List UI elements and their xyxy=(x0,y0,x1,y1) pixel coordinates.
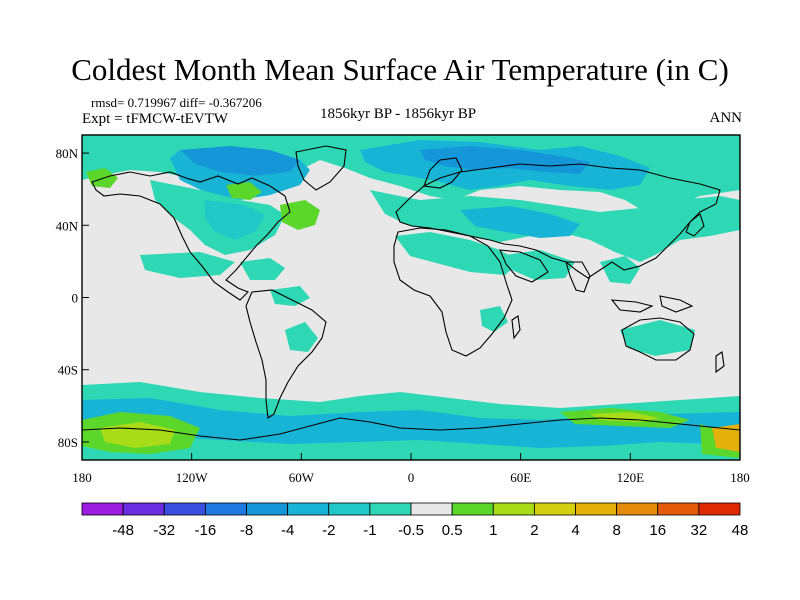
anomaly-patch-alaska xyxy=(86,168,118,188)
colorbar-box xyxy=(451,502,494,516)
colorbar-label: -8 xyxy=(240,522,253,539)
colorbar-box xyxy=(287,502,330,516)
anomaly-patch-sahara xyxy=(395,232,520,275)
coastline-australia xyxy=(621,317,695,361)
anomaly-patch-pacific-mid xyxy=(270,286,310,306)
colorbar-label: 1 xyxy=(489,522,497,539)
colorbar-box xyxy=(410,502,453,516)
colorbar-label: -16 xyxy=(195,522,217,539)
anomaly-patch-atlantic-tropics xyxy=(140,252,235,278)
colorbar-label: 8 xyxy=(612,522,620,539)
anomaly-patch-siberia xyxy=(420,146,590,174)
season-label: ANN xyxy=(709,110,743,126)
lat-tick-label: 40N xyxy=(56,218,79,233)
page-title: Coldest Month Mean Surface Air Temperatu… xyxy=(71,52,729,87)
anomaly-patch-africa-east xyxy=(480,306,508,332)
stats-text: rmsd= 0.719967 diff= -0.367206 xyxy=(91,95,262,110)
colorbar-label: -0.5 xyxy=(398,522,424,539)
coastline-greenland xyxy=(295,145,347,191)
latitude-axis: 80N 40N 0 40S 80S xyxy=(56,146,89,450)
colorbar-box xyxy=(81,502,124,516)
colorbar-box xyxy=(698,502,741,516)
coastline-antarctica xyxy=(82,417,740,441)
coastlines xyxy=(82,145,740,441)
anomaly-patch-southern-ocean-inner xyxy=(82,398,740,448)
lat-tick-label: 80N xyxy=(56,146,79,161)
lon-tick-label: 180 xyxy=(730,470,750,485)
colorbar-label: -2 xyxy=(322,522,335,539)
colorbar-box xyxy=(492,502,535,516)
colorbar-label: 4 xyxy=(571,522,579,539)
colorbar-box xyxy=(616,502,659,516)
anomaly-patch-east-antarctica-core xyxy=(590,412,660,422)
coastline-japan xyxy=(685,213,705,237)
longitude-axis: 180 120W 60W 0 60E 120E 180 xyxy=(72,453,750,485)
anomaly-patch-north-atlantic xyxy=(280,200,320,230)
coastline-eurasia xyxy=(395,163,721,279)
coastline-scandinavia xyxy=(423,157,463,189)
colorbar-label: 16 xyxy=(649,522,666,539)
coastline-north-america xyxy=(91,171,291,301)
lat-tick-label: 80S xyxy=(58,435,78,450)
colorbar-box xyxy=(246,502,289,516)
coastline-indonesia xyxy=(610,295,694,313)
colorbar-label: 48 xyxy=(732,522,749,539)
anomaly-patch-dateline-south xyxy=(712,424,740,452)
anomaly-patch-canada xyxy=(180,146,300,176)
colorbar-label: 0.5 xyxy=(442,522,463,539)
colorbar-box xyxy=(122,502,165,516)
colorbar-label: 2 xyxy=(530,522,538,539)
anomaly-patch-gulf xyxy=(240,258,285,280)
colorbar-box xyxy=(657,502,700,516)
anomaly-patch-australia xyxy=(620,320,695,356)
coastline-south-america xyxy=(245,289,327,419)
lon-tick-label: 180 xyxy=(72,470,92,485)
anomaly-patch-central-asia xyxy=(460,206,580,238)
coastline-arabia xyxy=(499,249,549,283)
period-label: 1856kyr BP - 1856kyr BP xyxy=(320,106,477,122)
lon-tick-label: 120E xyxy=(617,470,645,485)
lon-tick-label: 0 xyxy=(408,470,415,485)
anomaly-field xyxy=(82,135,740,460)
colorbar-box xyxy=(204,502,247,516)
experiment-label: Expt = tFMCW-tEVTW xyxy=(82,111,228,127)
anomaly-patch-south-america xyxy=(285,322,318,352)
anomaly-patch-canada-outer xyxy=(170,150,310,200)
lon-tick-label: 120W xyxy=(176,470,209,485)
colorbar-label: -48 xyxy=(112,522,134,539)
coastline-india xyxy=(565,261,591,293)
colorbar-box xyxy=(163,502,206,516)
colorbar-box xyxy=(533,502,576,516)
coastline-madagascar xyxy=(511,315,521,340)
colorbar-box xyxy=(575,502,618,516)
colorbar-label: -4 xyxy=(281,522,294,539)
colorbar-label: -1 xyxy=(363,522,376,539)
anomaly-patch-arabia xyxy=(505,250,575,280)
coastline-new-zealand xyxy=(715,351,725,374)
anomaly-patch-north-america-inner xyxy=(205,200,265,240)
colorbar: -48 -32 -16 -8 -4 -2 -1 -0.5 0.5 1 2 4 8 16 32 48 xyxy=(81,502,749,539)
colorbar-box xyxy=(369,502,412,516)
lon-tick-label: 60W xyxy=(289,470,315,485)
colorbar-box xyxy=(328,502,371,516)
coastline-africa xyxy=(393,227,513,357)
anomaly-patch-great-lakes xyxy=(226,182,262,200)
lat-tick-label: 0 xyxy=(72,291,79,306)
lon-tick-label: 60E xyxy=(510,470,531,485)
lat-tick-label: 40S xyxy=(58,363,78,378)
colorbar-label: -32 xyxy=(153,522,175,539)
anomaly-patch-dateline-south-outer xyxy=(700,424,740,458)
colorbar-label: 32 xyxy=(691,522,708,539)
